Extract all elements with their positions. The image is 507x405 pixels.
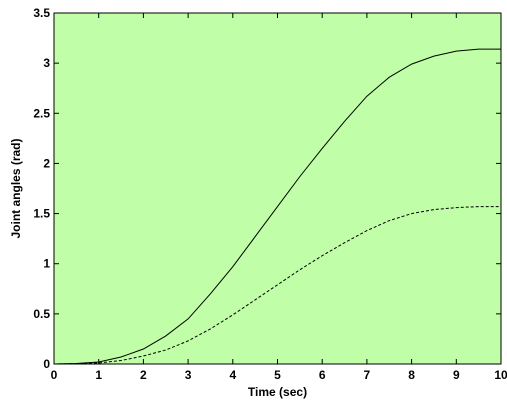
x-tick-label: 7 [364,368,371,382]
x-tick-label: 3 [185,368,192,382]
series-line-1 [53,48,501,365]
x-tick-label: 5 [274,368,281,382]
y-tick-label: 2.5 [33,106,50,120]
x-tick-label: 1 [95,368,102,382]
x-axis-title: Time (sec) [248,385,307,399]
x-tick-label: 2 [140,368,147,382]
x-axis: 0 1 2 3 4 5 6 7 8 9 10 [51,13,507,382]
y-tick-label: 1.5 [33,207,50,221]
y-tick-label: 0 [43,357,50,371]
y-tick-label: 2 [43,156,50,170]
x-tick-label: 6 [319,368,326,382]
plot-area [54,13,501,364]
y-tick-label: 3 [43,56,50,70]
y-axis-title: Joint angles (rad) [9,138,23,238]
y-tick-label: 3.5 [33,6,50,20]
x-tick-label: 10 [494,368,507,382]
y-tick-label: 0.5 [33,307,50,321]
y-tick-label: 1 [43,257,50,271]
x-tick-label: 4 [229,368,236,382]
x-tick-label: 8 [408,368,415,382]
x-tick-label: 0 [51,368,58,382]
y-axis: 0 0.5 1 1.5 2 2.5 3 3.5 [33,6,501,371]
series-layer [53,48,501,365]
x-tick-label: 9 [453,368,460,382]
series-line-2 [53,206,501,365]
